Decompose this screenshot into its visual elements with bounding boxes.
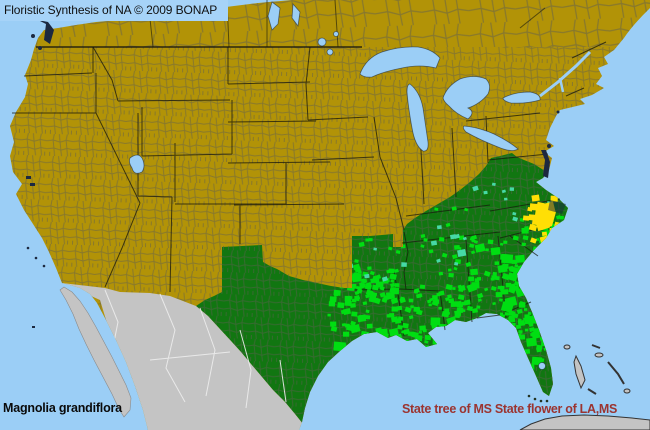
florida-keys bbox=[527, 394, 549, 403]
andros-island bbox=[573, 354, 586, 390]
caribbean-islands bbox=[519, 344, 650, 430]
great-salt-lake bbox=[128, 154, 145, 174]
state-borders-west bbox=[12, 41, 607, 293]
cluster-rare-ky-wv-va bbox=[472, 182, 552, 222]
chesapeake-bay bbox=[541, 150, 550, 178]
title-backing-box bbox=[0, 0, 228, 21]
st-lawrence-river bbox=[539, 50, 592, 98]
species-name-label: Magnolia grandiflora bbox=[3, 401, 122, 415]
coastal-water-accents bbox=[26, 20, 566, 328]
lake-okeechobee bbox=[538, 362, 546, 370]
baja-peninsula bbox=[59, 286, 132, 418]
state-emblem-note: State tree of MS State flower of LA,MS bbox=[402, 402, 618, 416]
lake-champlain bbox=[558, 77, 565, 93]
mexico-state-borders bbox=[104, 289, 287, 409]
cluster-tennessee-kentucky bbox=[395, 206, 478, 254]
outside-flora-region bbox=[62, 283, 310, 430]
province-borders bbox=[147, 0, 546, 48]
cuba bbox=[519, 414, 650, 430]
pamlico-sound bbox=[548, 200, 566, 214]
map-title: Floristic Synthesis of NA © 2009 BONAP bbox=[4, 3, 218, 17]
great-lakes bbox=[128, 1, 546, 370]
